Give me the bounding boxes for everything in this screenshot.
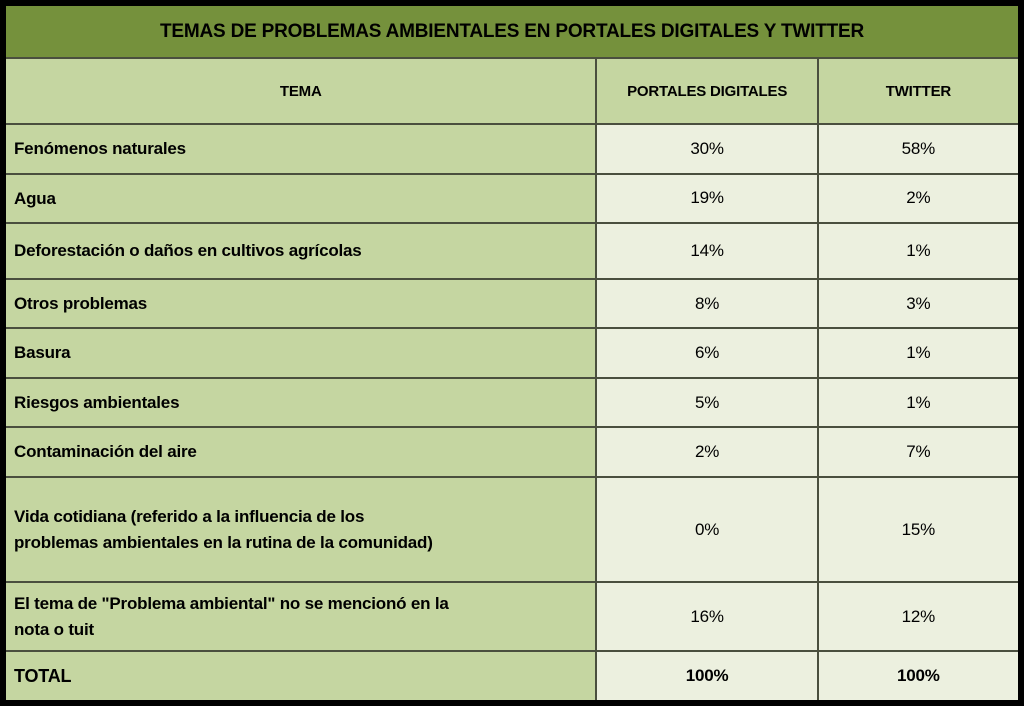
- twitter-value: 58%: [816, 123, 1023, 175]
- table-title-row: TEMAS DE PROBLEMAS AMBIENTALES EN PORTAL…: [3, 3, 1021, 59]
- table-row-total: TOTAL 100% 100%: [1, 650, 1023, 704]
- twitter-value: 1%: [816, 327, 1023, 379]
- portales-digitales-value: 100%: [595, 650, 819, 704]
- row-label: Otros problemas: [1, 277, 598, 330]
- portales-digitales-value: 16%: [595, 581, 819, 653]
- column-header-portales-digitales: PORTALES DIGITALES: [595, 57, 819, 125]
- portales-digitales-value: 8%: [595, 277, 819, 330]
- table-row-deforestacion: Deforestación o daños en cultivos agríco…: [1, 222, 1023, 280]
- column-header-twitter: TWITTER: [816, 57, 1023, 125]
- row-label: Agua: [1, 172, 598, 224]
- portales-digitales-value: 19%: [595, 172, 819, 224]
- table-row-fenomenos-naturales: Fenómenos naturales 30% 58%: [1, 123, 1023, 175]
- portales-digitales-value: 14%: [595, 222, 819, 280]
- row-label: Deforestación o daños en cultivos agríco…: [1, 222, 598, 280]
- twitter-value: 100%: [816, 650, 1023, 704]
- portales-digitales-value: 0%: [595, 475, 819, 584]
- table-row-contaminacion-del-aire: Contaminación del aire 2% 7%: [1, 426, 1023, 478]
- row-label: Vida cotidiana (referido a la influencia…: [1, 475, 598, 584]
- row-label: Contaminación del aire: [1, 426, 598, 478]
- twitter-value: 2%: [816, 172, 1023, 224]
- table-row-agua: Agua 19% 2%: [1, 172, 1023, 224]
- twitter-value: 15%: [816, 475, 1023, 584]
- portales-digitales-value: 30%: [595, 123, 819, 175]
- portales-digitales-value: 6%: [595, 327, 819, 379]
- table-row-tema-no-mencionado: El tema de "Problema ambiental" no se me…: [1, 581, 1023, 653]
- table-row-basura: Basura 6% 1%: [1, 327, 1023, 379]
- twitter-value: 3%: [816, 277, 1023, 330]
- table-row-vida-cotidiana: Vida cotidiana (referido a la influencia…: [1, 475, 1023, 584]
- table-title: TEMAS DE PROBLEMAS AMBIENTALES EN PORTAL…: [3, 3, 1021, 59]
- row-label: El tema de "Problema ambiental" no se me…: [1, 581, 598, 653]
- row-label: Riesgos ambientales: [1, 376, 598, 429]
- row-label: Basura: [1, 327, 598, 379]
- twitter-value: 7%: [816, 426, 1023, 478]
- table-row-riesgos-ambientales: Riesgos ambientales 5% 1%: [1, 376, 1023, 429]
- twitter-value: 1%: [816, 222, 1023, 280]
- twitter-value: 12%: [816, 581, 1023, 653]
- twitter-value: 1%: [816, 376, 1023, 429]
- portales-digitales-value: 5%: [595, 376, 819, 429]
- table-row-otros-problemas: Otros problemas 8% 3%: [1, 277, 1023, 330]
- row-label: TOTAL: [1, 650, 598, 704]
- table-header-row: TEMA PORTALES DIGITALES TWITTER: [1, 57, 1023, 125]
- portales-digitales-value: 2%: [595, 426, 819, 478]
- column-header-tema: TEMA: [1, 57, 598, 125]
- row-label: Fenómenos naturales: [1, 123, 598, 175]
